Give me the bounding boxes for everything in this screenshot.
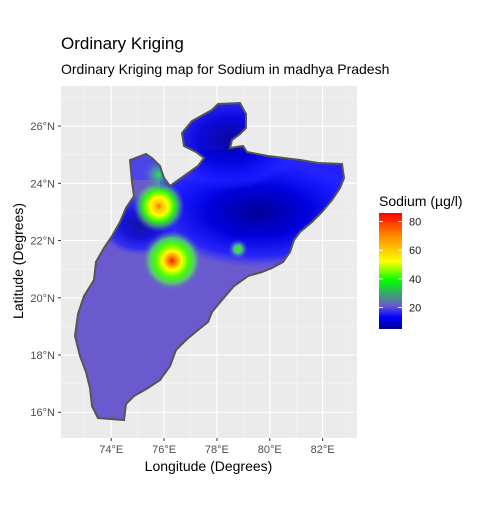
x-tick-label: 80°E — [258, 444, 282, 456]
legend-colorbar — [379, 213, 402, 329]
hotspot-1 — [142, 230, 202, 291]
y-tick-label: 24°N — [30, 178, 55, 190]
y-tick-label: 16°N — [30, 407, 55, 419]
y-axis-title: Latitude (Degrees) — [10, 203, 26, 319]
legend-tick-label: 20 — [409, 303, 421, 315]
legend-title: Sodium (µg/l) — [379, 193, 463, 209]
y-tick-label: 26°N — [30, 121, 55, 133]
y-axis-title-text: Latitude (Degrees) — [10, 203, 26, 319]
y-tick-label: 20°N — [30, 293, 55, 305]
x-tick-label: 76°E — [152, 444, 176, 456]
legend-tick-label: 40 — [409, 274, 421, 286]
legend-tick-label: 60 — [409, 245, 421, 257]
hotspot-3 — [228, 239, 249, 260]
x-tick-label: 78°E — [205, 444, 229, 456]
legend-ticks: 20 40 60 80 — [379, 217, 421, 315]
y-tick-label: 22°N — [30, 236, 55, 248]
y-tick-label: 18°N — [30, 350, 55, 362]
x-tick-label: 74°E — [99, 444, 123, 456]
legend-tick-label: 80 — [409, 217, 421, 229]
chart-title: Ordinary Kriging — [61, 34, 184, 53]
x-axis-title: Longitude (Degrees) — [144, 458, 273, 474]
axes: 74°E 76°E 78°E 80°E 82°E 16°N 18°N 20°N 22°N 24°N… — [30, 121, 334, 456]
hotspot-2 — [132, 180, 185, 233]
x-tick-label: 82°E — [311, 444, 335, 456]
chart-subtitle: Ordinary Kriging map for Sodium in madhy… — [61, 61, 390, 77]
